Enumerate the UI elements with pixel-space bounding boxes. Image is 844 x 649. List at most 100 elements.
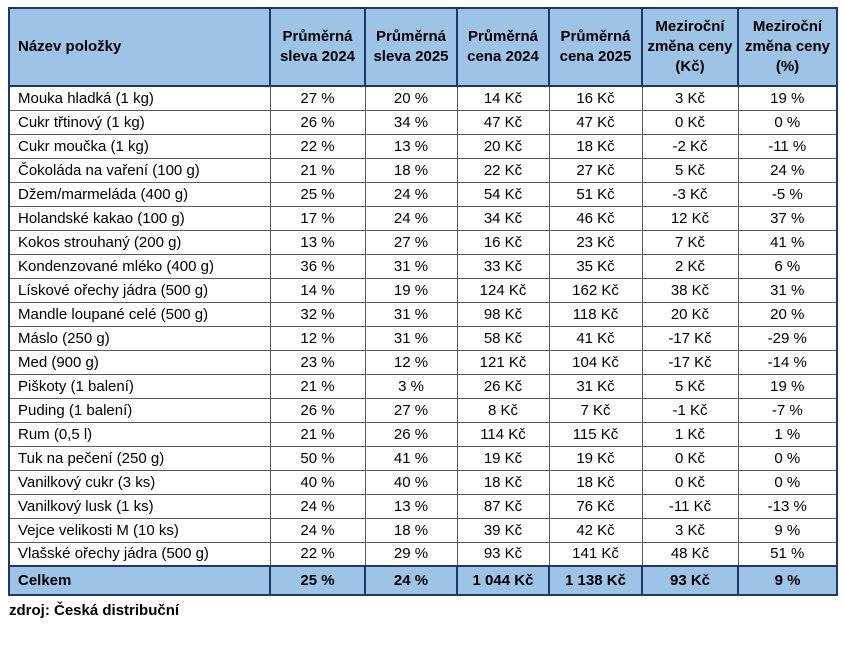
value-cell: 12 % — [269, 325, 366, 351]
value-cell: 13 % — [364, 133, 458, 159]
value-cell: 5 Kč — [641, 157, 739, 183]
value-cell: 31 % — [364, 301, 458, 327]
value-cell: 14 % — [269, 277, 366, 303]
total-value-cell: 24 % — [364, 565, 458, 596]
value-cell: 40 % — [364, 469, 458, 495]
value-cell: 24 % — [269, 517, 366, 543]
value-cell: 98 Kč — [456, 301, 550, 327]
value-cell: -13 % — [737, 493, 838, 519]
value-cell: 16 Kč — [548, 85, 643, 111]
value-cell: 19 Kč — [548, 445, 643, 471]
value-cell: 0 % — [737, 445, 838, 471]
value-cell: 38 Kč — [641, 277, 739, 303]
table-row: Vanilkový lusk (1 ks) 24 % 13 % 87 Kč 76 Kč -… — [8, 493, 838, 519]
table-row: Tuk na pečení (250 g) 50 % 41 % 19 Kč 19 Kč 0… — [8, 445, 838, 471]
value-cell: 12 Kč — [641, 205, 739, 231]
value-cell: 118 Kč — [548, 301, 643, 327]
table-row: Kondenzované mléko (400 g) 36 % 31 % 33 Kč 3… — [8, 253, 838, 279]
value-cell: 24 % — [269, 493, 366, 519]
page: Název položky Průměrná sleva 2024 Průměrná… — [8, 7, 838, 619]
value-cell: 8 Kč — [456, 397, 550, 423]
value-cell: 22 % — [269, 133, 366, 159]
column-header-item-name: Název položky — [8, 7, 271, 87]
value-cell: 58 Kč — [456, 325, 550, 351]
value-cell: 17 % — [269, 205, 366, 231]
item-name-cell: Máslo (250 g) — [8, 325, 271, 351]
value-cell: 141 Kč — [548, 541, 643, 567]
item-name-cell: Mandle loupané celé (500 g) — [8, 301, 271, 327]
value-cell: 41 Kč — [548, 325, 643, 351]
value-cell: -1 Kč — [641, 397, 739, 423]
item-name-cell: Puding (1 balení) — [8, 397, 271, 423]
value-cell: -5 % — [737, 181, 838, 207]
value-cell: 3 Kč — [641, 85, 739, 111]
value-cell: 124 Kč — [456, 277, 550, 303]
value-cell: 31 % — [364, 253, 458, 279]
value-cell: 47 Kč — [548, 109, 643, 135]
table-row: Čokoláda na vaření (100 g) 21 % 18 % 22 Kč 2… — [8, 157, 838, 183]
item-name-cell: Cukr třtinový (1 kg) — [8, 109, 271, 135]
table-row: Kokos strouhaný (200 g) 13 % 27 % 16 Kč 23 K… — [8, 229, 838, 255]
value-cell: 0 Kč — [641, 109, 739, 135]
table-row: Vejce velikosti M (10 ks) 24 % 18 % 39 Kč 42… — [8, 517, 838, 543]
value-cell: 22 Kč — [456, 157, 550, 183]
value-cell: 27 % — [364, 397, 458, 423]
value-cell: 27 % — [269, 85, 366, 111]
value-cell: 40 % — [269, 469, 366, 495]
value-cell: 23 % — [269, 349, 366, 375]
value-cell: 114 Kč — [456, 421, 550, 447]
table-row: Rum (0,5 l) 21 % 26 % 114 Kč 115 Kč 1 Kč 1 % — [8, 421, 838, 447]
value-cell: 41 % — [364, 445, 458, 471]
value-cell: 27 % — [364, 229, 458, 255]
item-name-cell: Čokoláda na vaření (100 g) — [8, 157, 271, 183]
value-cell: 26 % — [269, 397, 366, 423]
value-cell: 23 Kč — [548, 229, 643, 255]
value-cell: 33 Kč — [456, 253, 550, 279]
value-cell: 18 % — [364, 517, 458, 543]
value-cell: 29 % — [364, 541, 458, 567]
value-cell: 46 Kč — [548, 205, 643, 231]
total-value-cell: 25 % — [269, 565, 366, 596]
value-cell: 20 % — [364, 85, 458, 111]
value-cell: 1 Kč — [641, 421, 739, 447]
value-cell: 34 % — [364, 109, 458, 135]
value-cell: 0 Kč — [641, 469, 739, 495]
item-name-cell: Vanilkový lusk (1 ks) — [8, 493, 271, 519]
value-cell: 26 Kč — [456, 373, 550, 399]
table-header: Název položky Průměrná sleva 2024 Průměrná… — [8, 7, 838, 87]
total-label-cell: Celkem — [8, 565, 271, 596]
table-row: Džem/marmeláda (400 g) 25 % 24 % 54 Kč 51 Kč… — [8, 181, 838, 207]
value-cell: 31 % — [737, 277, 838, 303]
value-cell: 0 % — [737, 109, 838, 135]
table-row: Vanilkový cukr (3 ks) 40 % 40 % 18 Kč 18 Kč 0… — [8, 469, 838, 495]
item-name-cell: Tuk na pečení (250 g) — [8, 445, 271, 471]
value-cell: 3 % — [364, 373, 458, 399]
value-cell: 0 % — [737, 469, 838, 495]
value-cell: 7 Kč — [641, 229, 739, 255]
value-cell: 19 % — [737, 373, 838, 399]
column-header: Meziroční změna ceny (Kč) — [641, 7, 739, 87]
value-cell: -29 % — [737, 325, 838, 351]
value-cell: 27 Kč — [548, 157, 643, 183]
item-name-cell: Cukr moučka (1 kg) — [8, 133, 271, 159]
column-header: Průměrná sleva 2024 — [269, 7, 366, 87]
item-name-cell: Rum (0,5 l) — [8, 421, 271, 447]
value-cell: 21 % — [269, 157, 366, 183]
table-row: Holandské kakao (100 g) 17 % 24 % 34 Kč 46 K… — [8, 205, 838, 231]
value-cell: 34 Kč — [456, 205, 550, 231]
item-name-cell: Džem/marmeláda (400 g) — [8, 181, 271, 207]
item-name-cell: Kokos strouhaný (200 g) — [8, 229, 271, 255]
item-name-cell: Vanilkový cukr (3 ks) — [8, 469, 271, 495]
value-cell: 18 Kč — [548, 133, 643, 159]
table-row: Cukr moučka (1 kg) 22 % 13 % 20 Kč 18 Kč -2 K… — [8, 133, 838, 159]
value-cell: 93 Kč — [456, 541, 550, 567]
table-row: Piškoty (1 balení) 21 % 3 % 26 Kč 31 Kč 5 Kč 1… — [8, 373, 838, 399]
total-value-cell: 1 138 Kč — [548, 565, 643, 596]
value-cell: 87 Kč — [456, 493, 550, 519]
value-cell: 18 Kč — [548, 469, 643, 495]
value-cell: 1 % — [737, 421, 838, 447]
value-cell: 3 Kč — [641, 517, 739, 543]
value-cell: 26 % — [364, 421, 458, 447]
value-cell: -14 % — [737, 349, 838, 375]
value-cell: 5 Kč — [641, 373, 739, 399]
